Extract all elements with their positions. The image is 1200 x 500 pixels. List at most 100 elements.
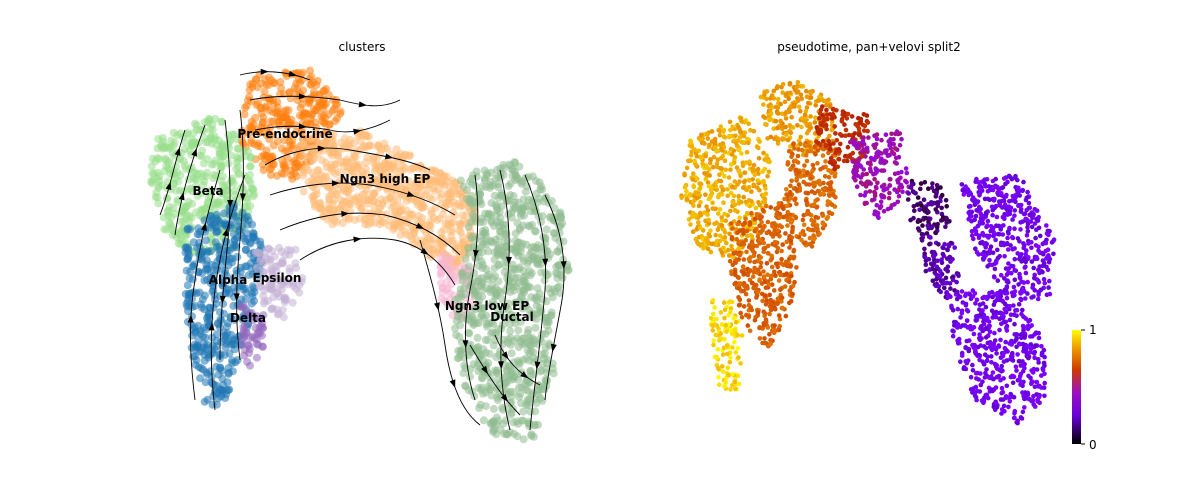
pseudotime-point — [722, 158, 728, 163]
pseudotime-point — [741, 304, 747, 309]
cluster-point-ngn3-low-ep — [436, 271, 445, 280]
cluster-point-alpha — [232, 266, 241, 275]
pseudotime-point — [774, 240, 780, 246]
cluster-point-alpha — [192, 289, 201, 298]
cluster-point-beta — [203, 138, 212, 147]
cluster-point-ductal — [474, 384, 483, 393]
cluster-point-beta — [154, 199, 163, 208]
pseudotime-point — [798, 92, 804, 98]
pseudotime-point — [856, 115, 861, 121]
cluster-point-ductal — [453, 354, 462, 363]
pseudotime-point — [783, 313, 789, 319]
pseudotime-point — [1046, 259, 1052, 265]
cluster-point-beta — [203, 155, 212, 164]
cluster-point-ngn3-high-ep — [379, 218, 388, 227]
cluster-point-alpha — [214, 216, 223, 225]
cluster-point-ngn3-high-ep — [444, 220, 453, 229]
cluster-point-ngn3-high-ep — [396, 218, 405, 227]
pseudotime-point — [946, 243, 952, 249]
pseudotime-point — [784, 239, 789, 245]
pseudotime-point — [776, 223, 782, 229]
cluster-point-ductal — [505, 275, 514, 284]
pseudotime-point — [728, 167, 733, 172]
cluster-point-ngn3-high-ep — [427, 209, 436, 218]
cluster-point-ductal — [519, 221, 528, 230]
cluster-point-ductal — [457, 346, 466, 355]
cluster-point-ngn3-high-ep — [389, 225, 398, 234]
cluster-point-beta — [179, 157, 188, 166]
pseudotime-point — [1012, 268, 1017, 273]
pseudotime-point — [799, 237, 804, 243]
pseudotime-point — [784, 271, 789, 277]
cluster-point-beta — [234, 169, 243, 177]
pseudotime-point — [798, 108, 803, 114]
cluster-point-ngn3-low-ep — [442, 286, 451, 295]
pseudotime-point — [703, 153, 708, 159]
pseudotime-point — [730, 184, 735, 190]
cluster-point-ductal — [470, 286, 479, 295]
pseudotime-point — [762, 279, 767, 285]
cluster-point-epsilon — [278, 306, 287, 315]
pseudotime-point — [926, 226, 931, 231]
cluster-point-alpha — [208, 400, 217, 409]
pseudotime-point — [915, 202, 920, 207]
pseudotime-point — [756, 200, 761, 205]
pseudotime-point — [736, 193, 741, 199]
cluster-point-ngn3-high-ep — [303, 166, 312, 175]
cluster-point-alpha — [202, 256, 211, 265]
pseudotime-point — [788, 130, 794, 136]
cluster-point-alpha — [249, 229, 258, 238]
pseudotime-point — [733, 133, 738, 139]
pseudotime-point — [783, 231, 788, 236]
cluster-point-ngn3-high-ep — [319, 138, 328, 147]
cluster-point-alpha — [224, 369, 233, 378]
pseudotime-point — [737, 215, 742, 220]
cluster-point-alpha — [202, 368, 211, 377]
cluster-point-ductal — [494, 286, 503, 295]
cluster-point-alpha — [194, 363, 203, 372]
cluster-point-ductal — [504, 338, 513, 347]
pseudotime-point — [911, 215, 916, 221]
pseudotime-point — [768, 205, 773, 210]
cluster-point-ductal — [492, 353, 501, 362]
pseudotime-point — [720, 352, 726, 357]
pseudotime-point — [711, 342, 716, 348]
cluster-point-alpha — [235, 226, 244, 235]
cluster-point-alpha — [212, 227, 221, 236]
pseudotime-point — [923, 262, 929, 268]
pseudotime-point — [762, 245, 768, 251]
pseudotime-point — [1012, 208, 1018, 213]
cluster-point-ductal — [465, 195, 474, 204]
cluster-point-ngn3-high-ep — [404, 210, 413, 219]
cluster-point-pre-endocrine — [312, 80, 321, 89]
pseudotime-point — [789, 273, 794, 279]
pseudotime-point — [887, 152, 892, 158]
cluster-point-epsilon — [255, 249, 264, 258]
cluster-point-ngn3-high-ep — [331, 190, 340, 199]
pseudotime-point — [796, 182, 802, 187]
cluster-point-alpha — [207, 247, 216, 256]
pseudotime-point — [737, 135, 743, 140]
cluster-point-beta — [199, 181, 207, 189]
pseudotime-point — [739, 333, 745, 338]
pseudotime-point — [952, 245, 957, 250]
cluster-point-pre-endocrine — [261, 75, 270, 84]
cluster-point-ngn3-high-ep — [299, 187, 308, 196]
pseudotime-point — [911, 189, 917, 195]
pseudotime-point — [820, 213, 826, 218]
pseudotime-point — [779, 204, 785, 210]
pseudotime-point — [738, 173, 743, 179]
pseudotime-point — [768, 96, 773, 101]
cluster-point-epsilon — [280, 295, 289, 304]
cluster-point-ngn3-high-ep — [396, 149, 405, 158]
cluster-point-ductal — [456, 321, 465, 330]
pseudotime-point — [762, 311, 768, 316]
pseudotime-point — [768, 341, 773, 347]
pseudotime-point — [796, 104, 802, 110]
pseudotime-point — [745, 136, 750, 142]
cluster-point-pre-endocrine — [319, 98, 328, 107]
pseudotime-point — [938, 289, 943, 295]
pseudotime-point — [717, 207, 723, 212]
cluster-point-beta — [159, 213, 168, 222]
pseudotime-point — [746, 298, 752, 303]
